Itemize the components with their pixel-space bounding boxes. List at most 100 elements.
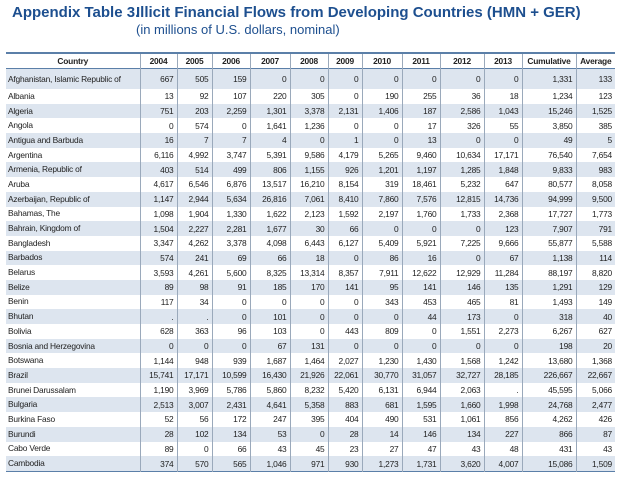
value-cell: 5,786 xyxy=(211,382,250,398)
country-cell: Cambodia xyxy=(8,458,45,469)
value-cell: 948 xyxy=(176,353,212,369)
value-cell: 141 xyxy=(401,279,440,295)
table-row: Albania 13 92 107 220 305 0 190 255 36 18 1,234 123 xyxy=(6,89,615,104)
value-cell: 0 xyxy=(439,250,484,266)
value-cell: 809 xyxy=(361,324,402,339)
value-cell: 49 xyxy=(521,133,576,148)
value-cell: 883 xyxy=(327,397,362,413)
value-cell: 0 xyxy=(249,294,290,310)
value-cell: 255 xyxy=(401,89,440,104)
value-cell: 117 xyxy=(139,294,177,310)
value-cell: 1,046 xyxy=(249,456,290,472)
value-cell: 1,406 xyxy=(361,103,402,119)
value-cell: 5,232 xyxy=(439,177,484,192)
value-cell: 95 xyxy=(361,279,402,295)
value-cell: 66 xyxy=(211,441,250,457)
value-cell: . xyxy=(139,309,177,324)
value-cell: 7,654 xyxy=(575,147,615,163)
value-cell: 1,190 xyxy=(139,382,177,398)
value-cell: 227 xyxy=(483,426,522,442)
value-cell: 67 xyxy=(483,250,522,266)
value-cell: 983 xyxy=(575,162,615,178)
value-cell: 2,227 xyxy=(176,221,212,236)
column-header: Average xyxy=(575,53,615,69)
column-header: 2011 xyxy=(401,53,440,69)
value-cell: 6,944 xyxy=(401,382,440,398)
value-cell: 3,007 xyxy=(176,397,212,413)
value-cell: 30,770 xyxy=(361,368,402,383)
value-cell: 190 xyxy=(361,89,402,104)
table-row: Bhutan.. 0 101 0 0 0 44 173 0 318 40 xyxy=(6,309,615,324)
value-cell: 123 xyxy=(483,221,522,236)
table-row: Bosnia and Herzegovina 0 0 0 67 131 0 0 0 0 0 198 20 xyxy=(6,338,615,354)
value-cell: 431 xyxy=(521,441,576,457)
table-title-text: Illicit Financial Flows from Developing … xyxy=(136,4,581,21)
value-cell: 8,820 xyxy=(575,265,615,280)
value-cell: 103 xyxy=(249,324,290,339)
value-cell: 8,232 xyxy=(289,382,328,398)
value-cell: 1,043 xyxy=(483,103,522,119)
value-cell: 5,600 xyxy=(211,265,250,280)
value-cell: 2,027 xyxy=(327,353,362,369)
value-cell: 8,154 xyxy=(327,177,362,192)
value-cell: 374 xyxy=(139,456,177,472)
value-cell: 1,147 xyxy=(139,191,177,207)
value-cell: 0 xyxy=(483,338,522,354)
value-cell: 0 xyxy=(439,133,484,148)
value-cell: 18,461 xyxy=(401,177,440,192)
value-cell: 16,210 xyxy=(289,177,328,192)
value-cell: 2,197 xyxy=(361,206,402,222)
value-cell: 5 xyxy=(575,133,615,148)
value-cell: 23 xyxy=(327,441,362,457)
value-cell: 3,850 xyxy=(521,118,576,134)
value-cell: 4,617 xyxy=(139,177,177,192)
value-cell: 80,577 xyxy=(521,177,576,192)
value-cell: 5,420 xyxy=(327,382,362,398)
value-cell: 0 xyxy=(401,221,440,236)
value-cell: 13,680 xyxy=(521,353,576,369)
value-cell: 1,525 xyxy=(575,103,615,119)
table-row: Bangladesh 3,347 4,262 3,378 4,098 6,443 6,127… xyxy=(6,235,615,251)
value-cell: 5,409 xyxy=(361,235,402,251)
value-cell: 13,314 xyxy=(289,265,328,280)
value-cell: 43 xyxy=(249,441,290,457)
value-cell: 395 xyxy=(289,412,328,427)
table-row: Bolivia 628 363 96 103 0 443 809 0 1,551 2,273 6,26… xyxy=(6,324,615,339)
value-cell: 6,876 xyxy=(211,177,250,192)
column-header: Country xyxy=(57,56,89,66)
value-cell: 15,246 xyxy=(521,103,576,119)
table-row: Belize 89 98 91 185 170 141 95 141 146 135 1,291 129 xyxy=(6,279,615,295)
value-cell: 2,586 xyxy=(439,103,484,119)
value-cell: 0 xyxy=(211,294,250,310)
value-cell: 1,236 xyxy=(289,118,328,134)
value-cell: 32,727 xyxy=(439,368,484,383)
value-cell: 0 xyxy=(139,338,177,354)
table-row: Cambodia 374 570 565 1,046 971 930 1,273 1,731 3,… xyxy=(6,456,615,472)
value-cell: 2,131 xyxy=(327,103,362,119)
value-cell: 114 xyxy=(575,250,615,266)
value-cell: 1,368 xyxy=(575,353,615,369)
value-cell: 2,259 xyxy=(211,103,250,119)
value-cell: 52 xyxy=(139,412,177,427)
value-cell: 4,992 xyxy=(176,147,212,163)
value-cell: 0 xyxy=(327,294,362,310)
value-cell: 173 xyxy=(439,309,484,324)
value-cell: 2,273 xyxy=(483,324,522,339)
table-row: Aruba 4,617 6,546 6,876 13,517 16,210 8,154 319… xyxy=(6,177,615,192)
value-cell: 18 xyxy=(483,89,522,104)
value-cell: . xyxy=(176,309,212,324)
value-cell: 0 xyxy=(139,118,177,134)
table-row: Algeria 751 203 2,259 1,301 3,378 2,131 1,406 18… xyxy=(6,103,615,119)
value-cell: 403 xyxy=(139,162,177,178)
table-row: Benin 117 34 0 0 0 0 343 453 465 81 1,493 149 xyxy=(6,294,615,310)
value-cell: 34 xyxy=(176,294,212,310)
value-cell: 4,098 xyxy=(249,235,290,251)
table-row: Bahamas, The 1,098 1,904 1,330 1,622 2,123 1,5… xyxy=(6,206,615,222)
value-cell: 1,493 xyxy=(521,294,576,310)
value-cell: 4,261 xyxy=(176,265,212,280)
value-cell: 88,197 xyxy=(521,265,576,280)
value-cell: 17 xyxy=(401,118,440,134)
value-cell: 47 xyxy=(401,441,440,457)
country-cell: Cabo Verde xyxy=(8,443,51,454)
value-cell: 1,230 xyxy=(361,353,402,369)
